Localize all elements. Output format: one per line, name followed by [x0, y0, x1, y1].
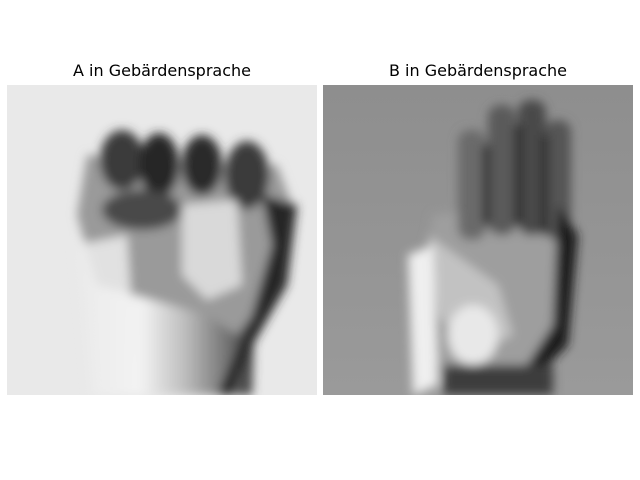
panel-title-b: B in Gebärdensprache — [388, 61, 568, 80]
panel-sign-b: B in Gebärdensprache — [323, 60, 633, 396]
panel-sign-a: A in Gebärdensprache — [7, 60, 317, 396]
hand-sign-a-image — [7, 85, 317, 395]
panel-title-a: A in Gebärdensprache — [73, 61, 251, 80]
hand-sign-b-image — [323, 85, 633, 395]
